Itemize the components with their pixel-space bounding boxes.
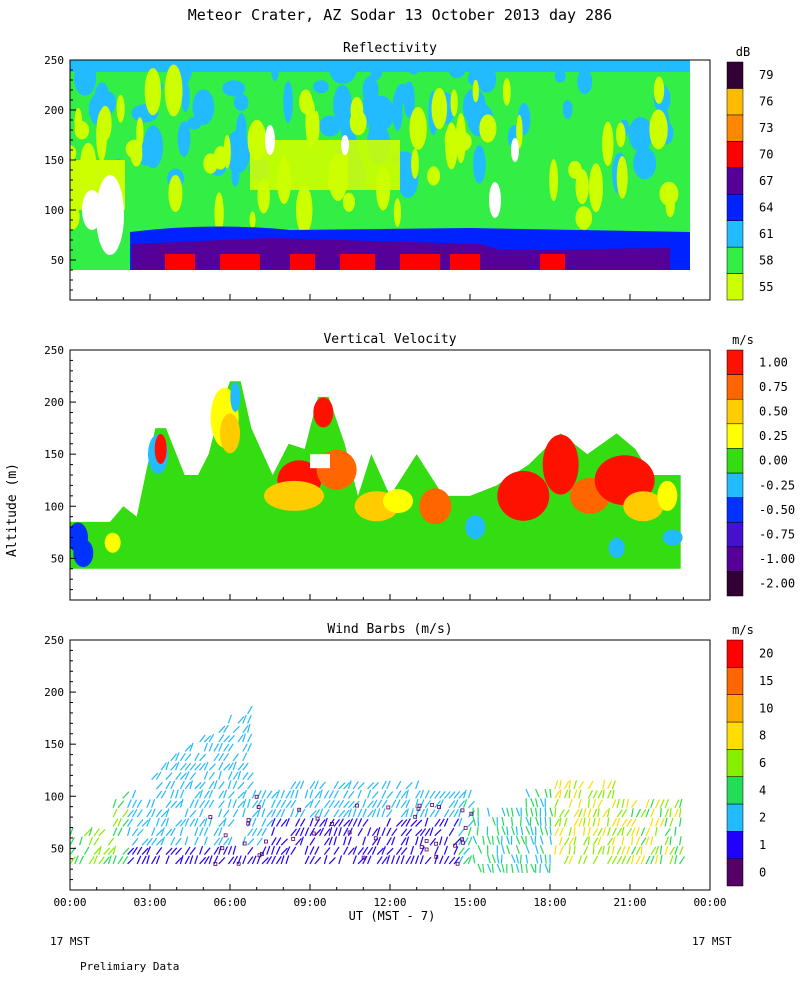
y-tick-label: 100 (44, 204, 64, 217)
colorbar-label: 58 (759, 253, 773, 267)
y-axis-label: Altitude (m) (5, 463, 20, 557)
y-tick-label: 100 (44, 790, 64, 803)
colorbar-swatch (726, 521, 744, 548)
y-tick-label: 250 (44, 54, 64, 67)
y-tick-label: 50 (51, 552, 64, 565)
panel-frame (69, 639, 711, 891)
colorbar-label: 10 (759, 701, 773, 715)
colorbar-swatch (726, 246, 744, 274)
colorbar-swatch (726, 220, 744, 248)
figure-title: Meteor Crater, AZ Sodar 13 October 2013 … (188, 6, 612, 24)
x-tick-label: 15:00 (453, 896, 486, 909)
colorbar-label: 55 (759, 280, 773, 294)
colorbar-label: 6 (759, 756, 766, 770)
colorbar-swatch (726, 423, 744, 449)
colorbar-label: 2 (759, 811, 766, 825)
colorbar-swatch (726, 472, 744, 498)
colorbar-label: 20 (759, 647, 773, 661)
colorbar-swatch (726, 448, 744, 474)
colorbar-label: 0.75 (759, 380, 788, 394)
colorbar-label: -0.75 (759, 528, 795, 542)
colorbar-swatch (726, 749, 744, 777)
colorbar-label: 61 (759, 227, 773, 241)
colorbar-swatch (726, 398, 744, 425)
colorbar-label: 79 (759, 68, 773, 82)
y-tick-label: 200 (44, 104, 64, 117)
colorbar-swatch (726, 571, 744, 597)
colorbar-unit: dB (736, 45, 750, 59)
colorbar-swatch (726, 776, 744, 805)
footer-right-mst: 17 MST (692, 935, 732, 948)
x-tick-label: 21:00 (613, 896, 646, 909)
y-tick-label: 50 (51, 842, 64, 855)
reflectivity-title: Reflectivity (343, 41, 437, 56)
x-tick-label: 03:00 (133, 896, 166, 909)
colorbar-label: 0.25 (759, 429, 788, 443)
colorbar-swatch (726, 803, 744, 832)
colorbar-label: -0.50 (759, 503, 795, 517)
colorbar-swatch (726, 88, 744, 116)
colorbar-swatch (726, 61, 744, 89)
y-tick-label: 150 (44, 154, 64, 167)
x-tick-label: 00:00 (53, 896, 86, 909)
colorbar-label: 0 (759, 865, 766, 879)
y-tick-label: 200 (44, 686, 64, 699)
x-tick-label: 06:00 (213, 896, 246, 909)
footer-left-mst: 17 MST (50, 935, 90, 948)
x-tick-label: 12:00 (373, 896, 406, 909)
x-axis-label: UT (MST - 7) (349, 909, 436, 923)
colorbar-swatch (726, 831, 744, 859)
colorbar-label: 0.00 (759, 454, 788, 468)
colorbar-swatch (726, 497, 744, 523)
colorbar-swatch (726, 721, 744, 750)
colorbar-swatch (726, 193, 744, 221)
colorbar-label: -2.00 (759, 577, 795, 591)
wind-barbs-field (70, 705, 685, 873)
preliminary-data-note: Prelimiary Data (80, 960, 179, 973)
x-tick-label: 09:00 (293, 896, 326, 909)
colorbar-swatch (726, 141, 744, 169)
y-tick-label: 250 (44, 634, 64, 647)
colorbar-unit: m/s (732, 333, 754, 347)
colorbar-label: -1.00 (759, 552, 795, 566)
y-tick-label: 100 (44, 500, 64, 513)
colorbar-swatch (726, 694, 744, 723)
colorbar-swatch (726, 667, 744, 695)
y-tick-label: 50 (51, 254, 64, 267)
colorbar-label: 4 (759, 783, 766, 797)
x-tick-label: 18:00 (533, 896, 566, 909)
colorbar-label: 73 (759, 121, 773, 135)
reflectivity-field (70, 60, 690, 270)
colorbar-unit: m/s (732, 623, 754, 637)
vertical-velocity-title: Vertical Velocity (323, 332, 456, 347)
wind-barbs-title: Wind Barbs (m/s) (327, 622, 452, 637)
colorbar-label: 8 (759, 729, 766, 743)
vertical-velocity-field (70, 381, 683, 569)
colorbar-label: 67 (759, 174, 773, 188)
colorbar-swatch (726, 858, 744, 887)
colorbar-label: 76 (759, 95, 773, 109)
colorbar-label: 15 (759, 674, 773, 688)
x-tick-label: 00:00 (693, 896, 726, 909)
colorbar-label: 70 (759, 148, 773, 162)
colorbar-swatch (726, 374, 744, 400)
colorbar-label: 0.50 (759, 405, 788, 419)
colorbar-label: -0.25 (759, 478, 795, 492)
y-tick-label: 250 (44, 344, 64, 357)
colorbar-swatch (726, 167, 744, 195)
colorbar-label: 64 (759, 200, 773, 214)
colorbar-label: 1 (759, 838, 766, 852)
colorbar-swatch (726, 273, 744, 301)
colorbar-swatch (726, 546, 744, 572)
colorbar-swatch (726, 349, 744, 375)
y-tick-label: 200 (44, 396, 64, 409)
y-tick-label: 150 (44, 448, 64, 461)
colorbar-swatch (726, 114, 744, 142)
colorbar-label: 1.00 (759, 355, 788, 369)
y-tick-label: 150 (44, 738, 64, 751)
colorbar-swatch (726, 639, 744, 668)
